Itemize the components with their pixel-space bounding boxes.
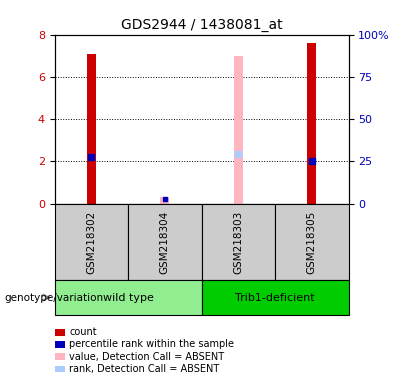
Text: rank, Detection Call = ABSENT: rank, Detection Call = ABSENT <box>69 364 220 374</box>
Text: GSM218304: GSM218304 <box>160 210 170 273</box>
Text: percentile rank within the sample: percentile rank within the sample <box>69 339 234 349</box>
Bar <box>160 197 169 204</box>
Text: Trib1-deficient: Trib1-deficient <box>235 293 315 303</box>
Text: value, Detection Call = ABSENT: value, Detection Call = ABSENT <box>69 352 224 362</box>
Bar <box>202 280 349 315</box>
Text: GSM218303: GSM218303 <box>234 210 243 273</box>
Bar <box>202 204 275 280</box>
Bar <box>55 353 65 360</box>
Text: count: count <box>69 327 97 337</box>
Text: GSM218302: GSM218302 <box>87 210 96 273</box>
Text: genotype/variation: genotype/variation <box>4 293 103 303</box>
Bar <box>55 329 65 336</box>
Title: GDS2944 / 1438081_at: GDS2944 / 1438081_at <box>121 18 282 32</box>
Bar <box>55 341 65 348</box>
Bar <box>55 204 128 280</box>
Text: GSM218305: GSM218305 <box>307 210 317 273</box>
Bar <box>234 56 243 204</box>
Bar <box>87 54 96 204</box>
Bar <box>55 366 65 372</box>
Bar <box>275 204 349 280</box>
Bar <box>128 204 202 280</box>
Bar <box>55 280 202 315</box>
Text: wild type: wild type <box>102 293 154 303</box>
Bar <box>307 43 316 204</box>
